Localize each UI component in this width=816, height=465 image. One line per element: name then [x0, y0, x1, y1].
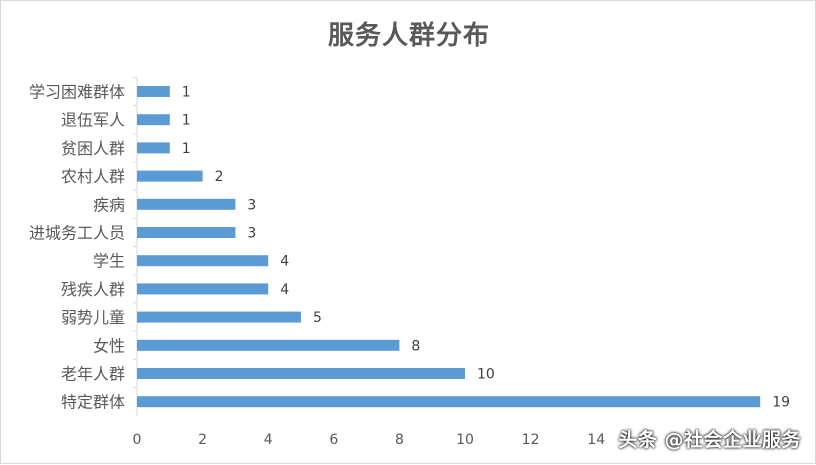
bar [137, 170, 203, 182]
category-label: 农村人群 [61, 167, 125, 186]
data-label: 1 [182, 113, 191, 129]
x-tick-label: 4 [264, 432, 273, 448]
bar [137, 339, 400, 351]
x-tick-label: 14 [587, 432, 605, 448]
data-label: 19 [772, 395, 790, 411]
data-label: 3 [247, 197, 256, 213]
x-tick-label: 12 [522, 432, 540, 448]
x-tick-label: 6 [329, 432, 338, 448]
category-label: 学生 [93, 252, 125, 271]
chart-title: 服务人群分布 [327, 21, 490, 51]
category-label: 学习困难群体 [29, 83, 125, 102]
bar [137, 255, 269, 267]
data-label: 4 [280, 282, 289, 298]
x-tick-label: 8 [395, 432, 404, 448]
category-label: 疾病 [93, 195, 125, 214]
bar [137, 283, 269, 295]
bar [137, 227, 236, 238]
data-label: 5 [313, 310, 322, 326]
category-label: 退伍军人 [61, 111, 125, 130]
data-label: 4 [280, 254, 289, 270]
category-label: 女性 [93, 336, 125, 355]
data-label: 2 [215, 169, 224, 185]
x-tick-label: 0 [133, 432, 142, 448]
x-tick-label: 2 [198, 432, 207, 448]
category-label: 特定群体 [61, 393, 125, 412]
bar [137, 311, 301, 323]
category-label: 进城务工人员 [29, 224, 125, 243]
data-label: 1 [182, 85, 191, 101]
bar [137, 396, 761, 408]
category-label: 老年人群 [61, 365, 125, 384]
category-label: 残疾人群 [61, 280, 125, 299]
category-label: 弱势儿童 [61, 308, 125, 327]
watermark: 头条 @社会企业服务 [618, 429, 801, 451]
data-label: 1 [182, 141, 191, 157]
x-tick-label: 10 [456, 432, 474, 448]
bar [137, 114, 170, 126]
data-label: 10 [477, 367, 495, 383]
bar [137, 198, 236, 210]
bar [137, 86, 170, 97]
bar [137, 142, 170, 154]
data-label: 8 [411, 338, 420, 354]
data-label: 3 [247, 226, 256, 242]
category-label: 贫困人群 [61, 139, 125, 158]
bar [137, 368, 465, 379]
